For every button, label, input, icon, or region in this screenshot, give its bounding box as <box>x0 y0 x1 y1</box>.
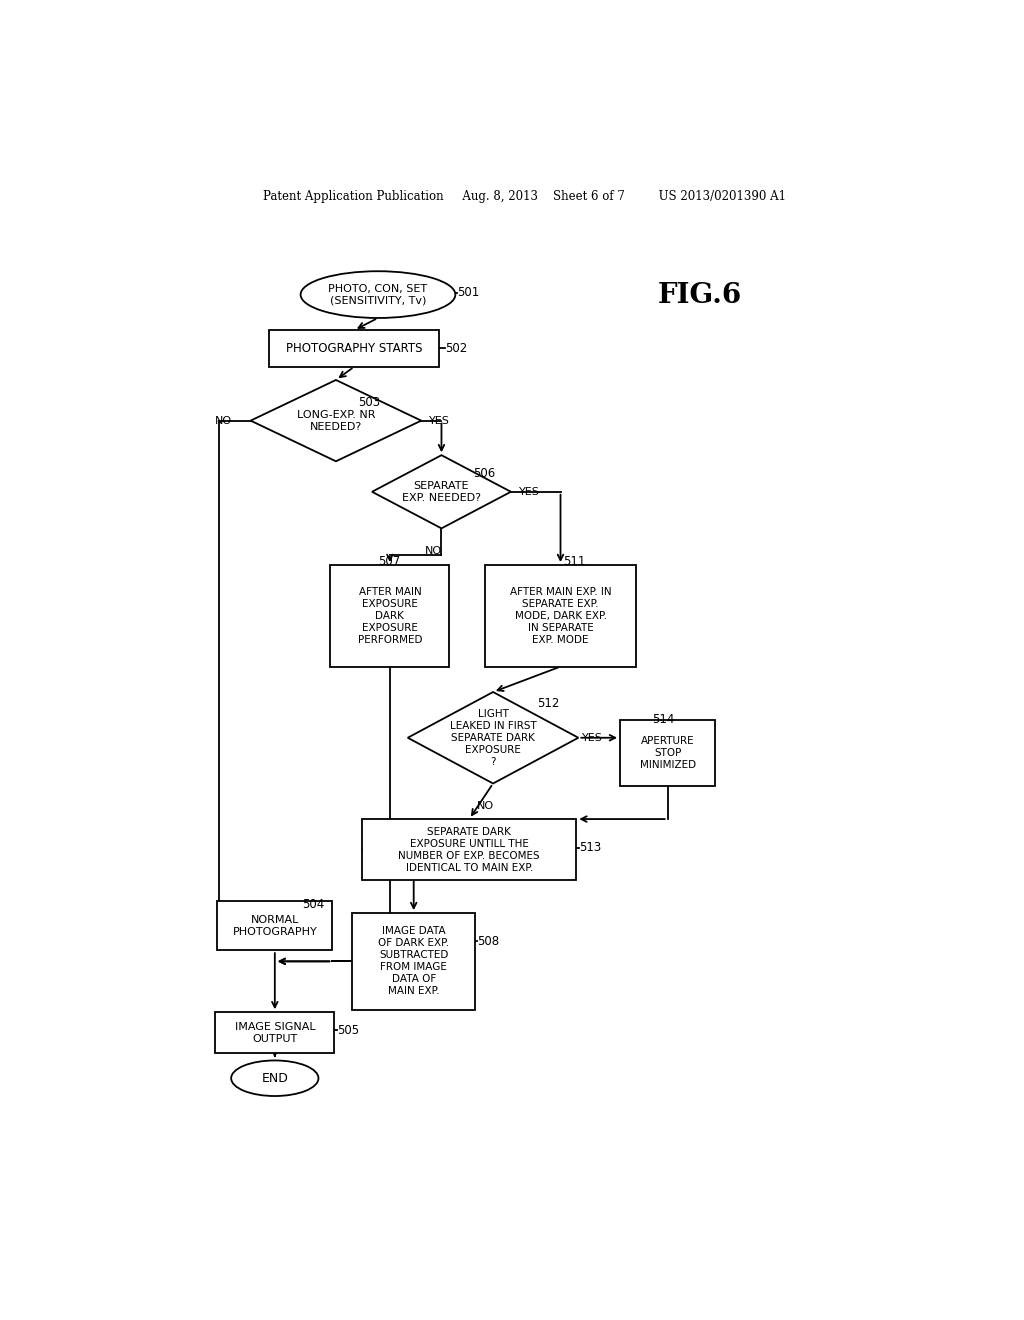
Text: FIG.6: FIG.6 <box>657 282 741 309</box>
Text: NORMAL
PHOTOGRAPHY: NORMAL PHOTOGRAPHY <box>232 915 317 937</box>
Text: 503: 503 <box>358 396 380 409</box>
Text: SEPARATE
EXP. NEEDED?: SEPARATE EXP. NEEDED? <box>402 480 481 503</box>
Text: 513: 513 <box>579 841 601 854</box>
Text: LIGHT
LEAKED IN FIRST
SEPARATE DARK
EXPOSURE
?: LIGHT LEAKED IN FIRST SEPARATE DARK EXPO… <box>450 709 537 767</box>
Text: NO: NO <box>425 545 442 556</box>
Text: 507: 507 <box>378 556 400 569</box>
Text: 511: 511 <box>563 556 586 569</box>
FancyBboxPatch shape <box>362 818 577 880</box>
Text: 514: 514 <box>652 713 674 726</box>
Text: IMAGE DATA
OF DARK EXP.
SUBTRACTED
FROM IMAGE
DATA OF
MAIN EXP.: IMAGE DATA OF DARK EXP. SUBTRACTED FROM … <box>378 927 450 997</box>
FancyBboxPatch shape <box>621 719 716 785</box>
Polygon shape <box>372 455 511 528</box>
Ellipse shape <box>231 1060 318 1096</box>
Text: AFTER MAIN EXP. IN
SEPARATE EXP.
MODE, DARK EXP.
IN SEPARATE
EXP. MODE: AFTER MAIN EXP. IN SEPARATE EXP. MODE, D… <box>510 587 611 644</box>
Text: AFTER MAIN
EXPOSURE
DARK
EXPOSURE
PERFORMED: AFTER MAIN EXPOSURE DARK EXPOSURE PERFOR… <box>357 587 422 644</box>
Text: END: END <box>261 1072 288 1085</box>
Text: IMAGE SIGNAL
OUTPUT: IMAGE SIGNAL OUTPUT <box>234 1022 315 1044</box>
Text: 508: 508 <box>477 935 500 948</box>
Text: PHOTOGRAPHY STARTS: PHOTOGRAPHY STARTS <box>286 342 423 355</box>
Polygon shape <box>251 380 421 461</box>
Text: PHOTO, CON, SET
(SENSITIVITY, Tv): PHOTO, CON, SET (SENSITIVITY, Tv) <box>329 284 428 306</box>
Text: NO: NO <box>215 416 232 425</box>
Polygon shape <box>408 692 579 784</box>
Text: 502: 502 <box>445 342 468 355</box>
FancyBboxPatch shape <box>485 565 636 667</box>
Text: NO: NO <box>476 801 494 810</box>
Text: 506: 506 <box>473 467 496 480</box>
Ellipse shape <box>301 271 456 318</box>
FancyBboxPatch shape <box>215 1012 334 1053</box>
Text: 512: 512 <box>537 697 559 710</box>
FancyBboxPatch shape <box>217 902 333 950</box>
Text: LONG-EXP. NR
NEEDED?: LONG-EXP. NR NEEDED? <box>297 409 375 432</box>
Text: 504: 504 <box>303 898 325 911</box>
FancyBboxPatch shape <box>352 913 475 1010</box>
Text: APERTURE
STOP
MINIMIZED: APERTURE STOP MINIMIZED <box>640 737 695 770</box>
Text: SEPARATE DARK
EXPOSURE UNTILL THE
NUMBER OF EXP. BECOMES
IDENTICAL TO MAIN EXP.: SEPARATE DARK EXPOSURE UNTILL THE NUMBER… <box>398 826 540 873</box>
Text: YES: YES <box>519 487 540 496</box>
Text: Patent Application Publication     Aug. 8, 2013    Sheet 6 of 7         US 2013/: Patent Application Publication Aug. 8, 2… <box>263 190 786 202</box>
Text: 501: 501 <box>458 286 479 300</box>
FancyBboxPatch shape <box>331 565 450 667</box>
Text: YES: YES <box>429 416 450 425</box>
Text: 505: 505 <box>337 1024 358 1038</box>
FancyBboxPatch shape <box>269 330 439 367</box>
Text: YES: YES <box>583 733 603 743</box>
